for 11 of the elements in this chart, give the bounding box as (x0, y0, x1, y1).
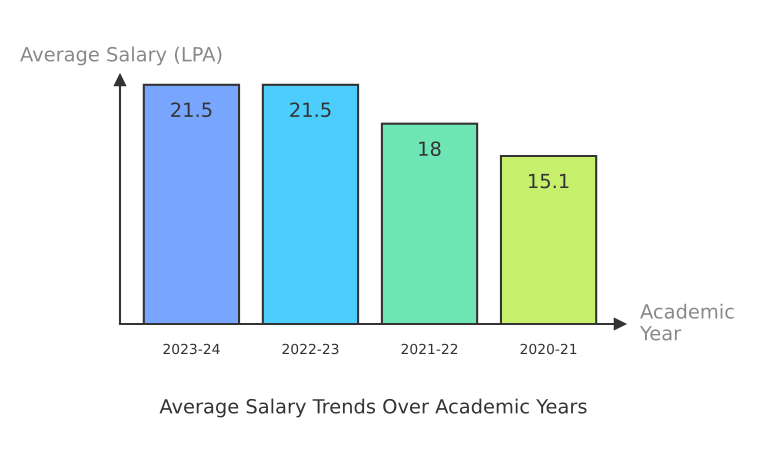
x-axis-title: Academic Year (640, 304, 734, 341)
x-tick-label: 2021-22 (402, 344, 458, 354)
data-label: 15.1 (529, 174, 568, 188)
x-tick-label: 2023-24 (163, 344, 220, 354)
y-axis-title: Average Salary (LPA) (20, 46, 222, 66)
data-label: 18 (419, 141, 441, 156)
x-tick-label: 2022-23 (282, 344, 338, 354)
text: Average Salary Trends Over Academic Years (160, 398, 587, 418)
data-label: 21.5 (171, 102, 212, 118)
data-label: 21.5 (290, 102, 330, 118)
x-tick-label: 2020-21 (520, 344, 576, 354)
